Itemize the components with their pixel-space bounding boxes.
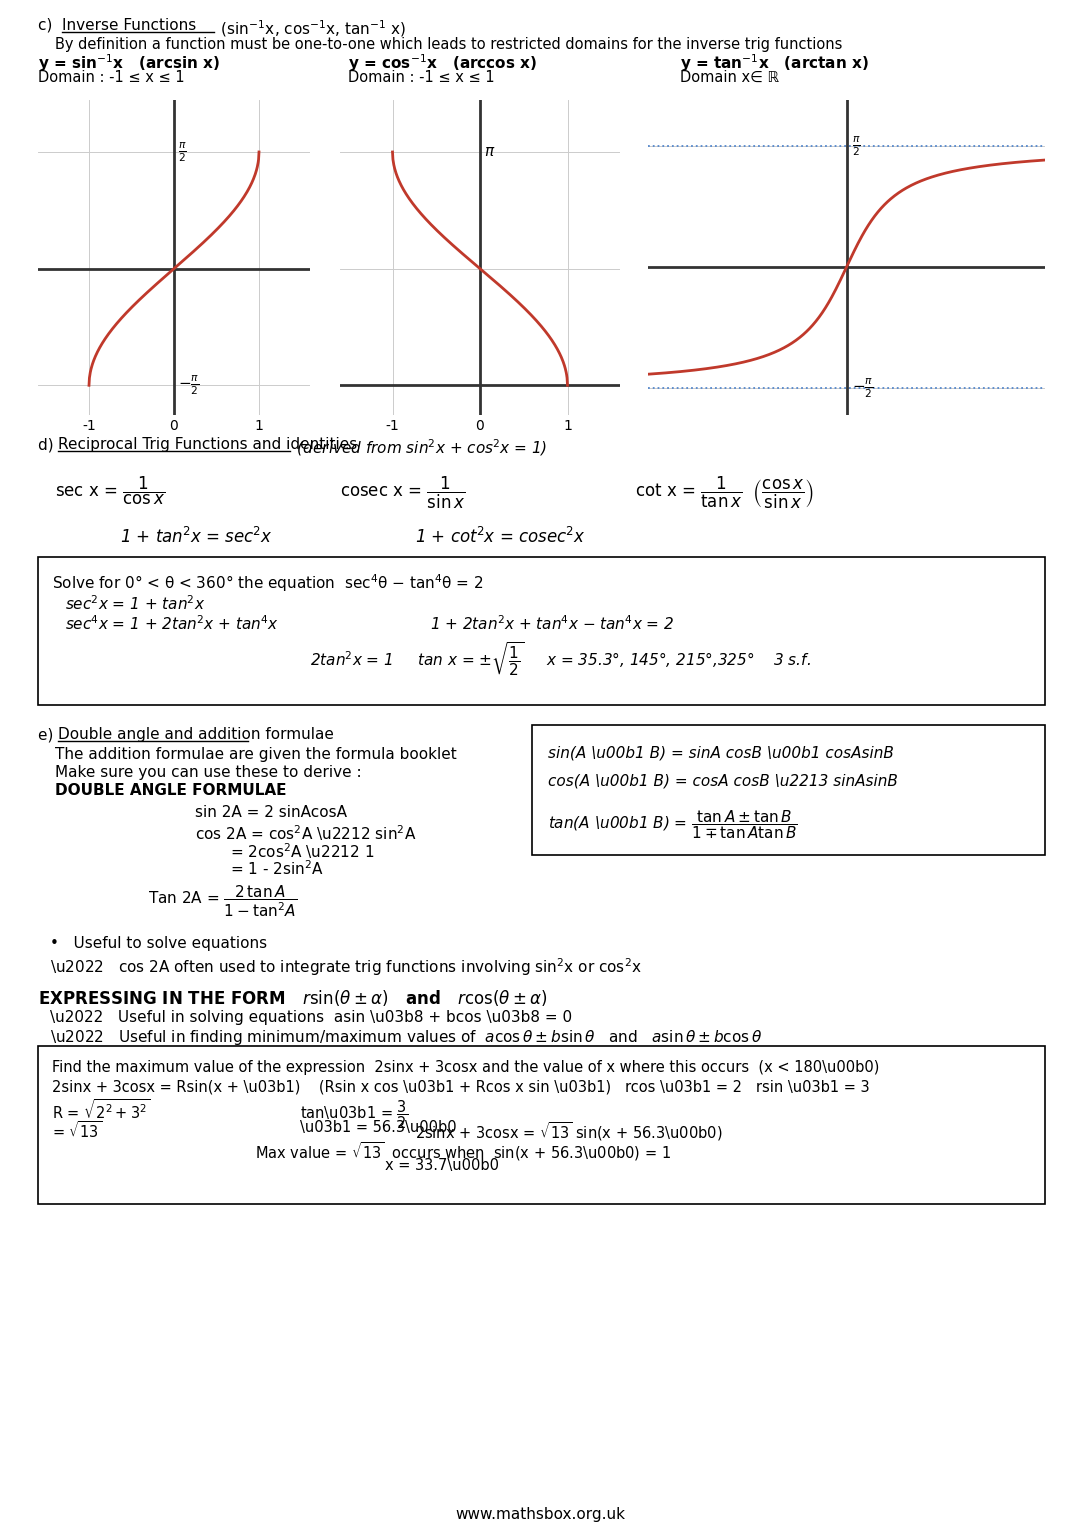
Text: \u2022   Useful in solving equations  asin \u03b8 + bcos \u03b8 = 0: \u2022 Useful in solving equations asin … — [50, 1009, 572, 1025]
Text: cos(A \u00b1 B) = cosA cosB \u2213 sinAsinB: cos(A \u00b1 B) = cosA cosB \u2213 sinAs… — [548, 773, 897, 788]
Text: y = cos$^{-1}$x   (arccos x): y = cos$^{-1}$x (arccos x) — [348, 52, 537, 73]
Text: Double angle and addition formulae: Double angle and addition formulae — [58, 727, 334, 742]
Text: 2tan$^2$x = 1     tan x = ±$\sqrt{\dfrac{1}{2}}$     x = 35.3°, 145°, 215°,325° : 2tan$^2$x = 1 tan x = ±$\sqrt{\dfrac{1}{… — [310, 640, 811, 678]
Text: sin 2A = 2 sinAcosA: sin 2A = 2 sinAcosA — [195, 805, 347, 820]
Text: Inverse Functions: Inverse Functions — [62, 18, 197, 34]
Text: c): c) — [38, 18, 57, 34]
Text: \u2022   Useful in finding minimum/maximum values of  $a\cos\theta \pm b\sin\the: \u2022 Useful in finding minimum/maximum… — [50, 1028, 762, 1048]
Text: y = tan$^{-1}$x   (arctan x): y = tan$^{-1}$x (arctan x) — [680, 52, 869, 73]
Text: •   Useful to solve equations: • Useful to solve equations — [50, 936, 267, 951]
Text: $\pi$: $\pi$ — [484, 145, 496, 159]
Text: The addition formulae are given the formula booklet: The addition formulae are given the form… — [55, 747, 457, 762]
Text: d): d) — [38, 437, 58, 452]
Text: www.mathsbox.org.uk: www.mathsbox.org.uk — [455, 1507, 625, 1522]
Text: By definition a function must be one-to-one which leads to restricted domains fo: By definition a function must be one-to-… — [55, 37, 842, 52]
Text: (sin$^{-1}$x, cos$^{-1}$x, tan$^{-1}$ x): (sin$^{-1}$x, cos$^{-1}$x, tan$^{-1}$ x) — [216, 18, 406, 38]
Text: x = 33.7\u00b0: x = 33.7\u00b0 — [384, 1157, 499, 1173]
Text: \u2022   cos 2A often used to integrate trig functions involving sin$^2$x or cos: \u2022 cos 2A often used to integrate tr… — [50, 956, 642, 977]
Text: Domain : -1 ≤ x ≤ 1: Domain : -1 ≤ x ≤ 1 — [348, 70, 495, 86]
Text: 1 + tan$^2$x = sec$^2$x: 1 + tan$^2$x = sec$^2$x — [120, 527, 273, 547]
Text: $\frac{\pi}{2}$: $\frac{\pi}{2}$ — [852, 134, 861, 157]
Text: $\frac{\pi}{2}$: $\frac{\pi}{2}$ — [178, 140, 187, 163]
Text: 1 + cot$^2$x = cosec$^2$x: 1 + cot$^2$x = cosec$^2$x — [415, 527, 585, 547]
Text: cot x = $\dfrac{1}{\tan x}$  $\left(\dfrac{\cos x}{\sin x}\right)$: cot x = $\dfrac{1}{\tan x}$ $\left(\dfra… — [635, 475, 814, 512]
Text: 2sinx + 3cosx = $\sqrt{13}$ sin(x + 56.3\u00b0): 2sinx + 3cosx = $\sqrt{13}$ sin(x + 56.3… — [415, 1119, 723, 1142]
Text: 2sinx + 3cosx = Rsin(x + \u03b1)    (Rsin x cos \u03b1 + Rcos x sin \u03b1)   rc: 2sinx + 3cosx = Rsin(x + \u03b1) (Rsin x… — [52, 1080, 869, 1093]
Text: cos 2A = cos$^2$A \u2212 sin$^2$A: cos 2A = cos$^2$A \u2212 sin$^2$A — [195, 823, 417, 843]
Text: Find the maximum value of the expression  2sinx + 3cosx and the value of x where: Find the maximum value of the expression… — [52, 1060, 879, 1075]
Text: sec x = $\dfrac{1}{\cos x}$: sec x = $\dfrac{1}{\cos x}$ — [55, 475, 165, 507]
Text: EXPRESSING IN THE FORM   $r\sin(\theta \pm \alpha)$   and   $r\cos(\theta \pm \a: EXPRESSING IN THE FORM $r\sin(\theta \pm… — [38, 988, 548, 1008]
Text: = 2cos$^2$A \u2212 1: = 2cos$^2$A \u2212 1 — [230, 841, 375, 861]
Text: sec$^2$x = 1 + tan$^2$x: sec$^2$x = 1 + tan$^2$x — [65, 594, 205, 612]
Text: e): e) — [38, 727, 58, 742]
Text: $-\frac{\pi}{2}$: $-\frac{\pi}{2}$ — [852, 376, 874, 400]
Text: tan(A \u00b1 B) = $\dfrac{\tan A \pm \tan B}{1 \mp \tan A\tan B}$: tan(A \u00b1 B) = $\dfrac{\tan A \pm \ta… — [548, 808, 798, 841]
Text: Domain x∈ ℝ: Domain x∈ ℝ — [680, 70, 779, 86]
Text: Max value = $\sqrt{13}$  occurs when  sin(x + 56.3\u00b0) = 1: Max value = $\sqrt{13}$ occurs when sin(… — [255, 1141, 671, 1164]
Text: $-\frac{\pi}{2}$: $-\frac{\pi}{2}$ — [178, 374, 200, 397]
Text: 1 + 2tan$^2$x + tan$^4$x − tan$^4$x = 2: 1 + 2tan$^2$x + tan$^4$x − tan$^4$x = 2 — [430, 614, 674, 632]
Text: = $\sqrt{13}$: = $\sqrt{13}$ — [52, 1119, 102, 1141]
Text: sec$^4$x = 1 + 2tan$^2$x + tan$^4$x: sec$^4$x = 1 + 2tan$^2$x + tan$^4$x — [65, 614, 279, 632]
Text: DOUBLE ANGLE FORMULAE: DOUBLE ANGLE FORMULAE — [55, 783, 286, 799]
Text: Solve for 0° < θ < 360° the equation  sec$^4$θ − tan$^4$θ = 2: Solve for 0° < θ < 360° the equation sec… — [52, 573, 484, 594]
Text: Tan 2A = $\dfrac{2\,\tan A}{1-\tan^2\!A}$: Tan 2A = $\dfrac{2\,\tan A}{1-\tan^2\!A}… — [148, 884, 297, 919]
Text: R = $\sqrt{2^2 + 3^2}$: R = $\sqrt{2^2 + 3^2}$ — [52, 1098, 150, 1122]
Text: y = sin$^{-1}$x   (arcsin x): y = sin$^{-1}$x (arcsin x) — [38, 52, 220, 73]
FancyBboxPatch shape — [532, 725, 1045, 855]
Text: sin(A \u00b1 B) = sinA cosB \u00b1 cosAsinB: sin(A \u00b1 B) = sinA cosB \u00b1 cosAs… — [548, 745, 894, 760]
Text: Make sure you can use these to derive :: Make sure you can use these to derive : — [55, 765, 362, 780]
FancyBboxPatch shape — [38, 1046, 1045, 1203]
Text: cosec x = $\dfrac{1}{\sin x}$: cosec x = $\dfrac{1}{\sin x}$ — [340, 475, 465, 512]
Text: \u03b1 = 56.3\u00b0: \u03b1 = 56.3\u00b0 — [300, 1119, 457, 1135]
Text: Domain : -1 ≤ x ≤ 1: Domain : -1 ≤ x ≤ 1 — [38, 70, 185, 86]
FancyBboxPatch shape — [38, 557, 1045, 705]
Text: Reciprocal Trig Functions and identities: Reciprocal Trig Functions and identities — [58, 437, 357, 452]
Text: tan\u03b1 = $\dfrac{3}{2}$: tan\u03b1 = $\dfrac{3}{2}$ — [300, 1098, 408, 1130]
Text: = 1 - 2sin$^2$A: = 1 - 2sin$^2$A — [230, 860, 324, 878]
Text: (derived from sin$^2$x + cos$^2$x = 1): (derived from sin$^2$x + cos$^2$x = 1) — [292, 437, 548, 458]
